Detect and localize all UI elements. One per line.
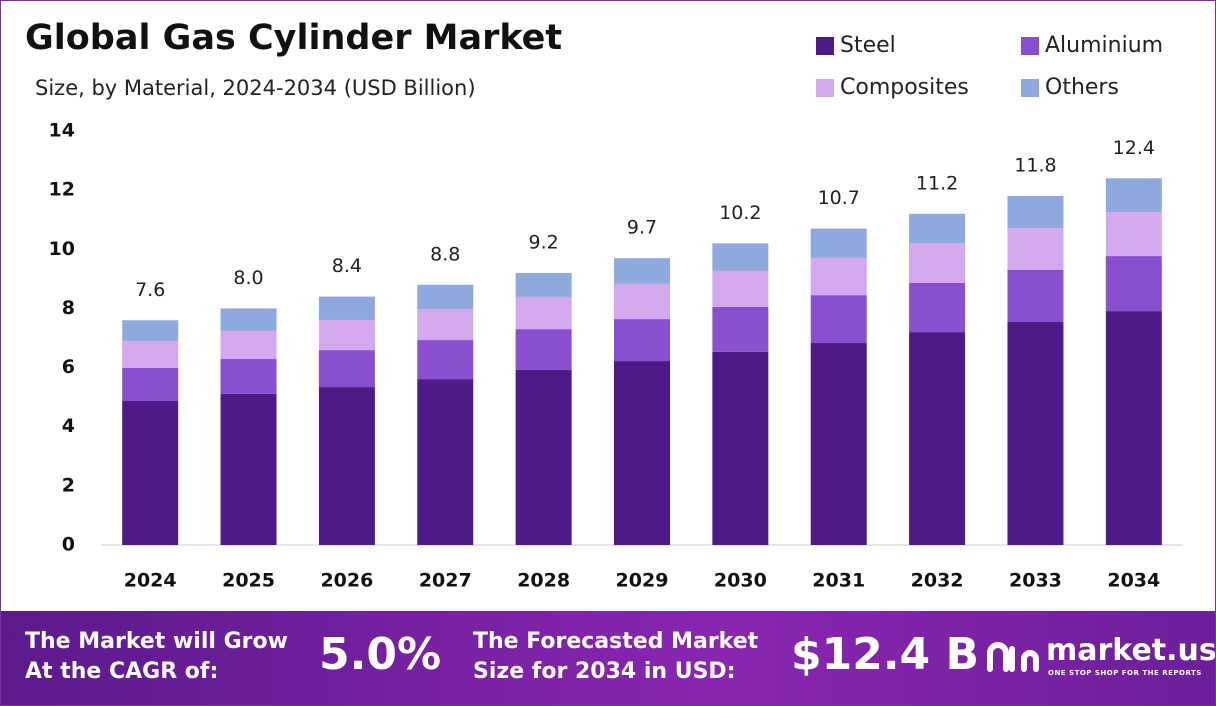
bar-segment bbox=[712, 351, 769, 545]
y-tick-label: 6 bbox=[62, 356, 75, 378]
bar-segment bbox=[220, 308, 277, 331]
bar-segment bbox=[909, 282, 966, 333]
x-tick-label: 2030 bbox=[714, 570, 767, 592]
bar-segment bbox=[122, 400, 179, 545]
y-tick-label: 10 bbox=[49, 238, 75, 260]
bar-segment bbox=[810, 343, 867, 545]
bar-segment bbox=[220, 330, 277, 359]
bar-segment bbox=[614, 283, 670, 320]
bar-segment bbox=[417, 340, 474, 380]
total-label: 10.2 bbox=[719, 202, 761, 224]
bar-segment bbox=[220, 358, 277, 394]
text: The Forecasted Market bbox=[473, 629, 759, 654]
bar-segment bbox=[614, 258, 670, 284]
total-label: 8.0 bbox=[233, 267, 263, 289]
x-tick-label: 2025 bbox=[222, 570, 275, 592]
y-tick-label: 12 bbox=[49, 179, 75, 201]
total-label: 9.2 bbox=[529, 231, 559, 253]
bar-segment bbox=[1007, 196, 1064, 228]
total-label: 7.6 bbox=[135, 279, 165, 301]
x-tick-label: 2027 bbox=[419, 570, 472, 592]
text: At the CAGR of: bbox=[25, 659, 219, 684]
y-tick-label: 4 bbox=[62, 415, 75, 437]
bar-segment bbox=[614, 361, 670, 545]
total-label: 11.8 bbox=[1014, 155, 1056, 177]
bar-segment bbox=[122, 340, 179, 368]
bar-segment bbox=[909, 243, 966, 283]
x-tick-label: 2034 bbox=[1107, 570, 1160, 592]
bar-segment bbox=[1007, 227, 1064, 270]
bar-segment bbox=[417, 284, 474, 310]
y-tick-label: 8 bbox=[62, 297, 75, 319]
bar-segment bbox=[712, 270, 769, 307]
bar-segment bbox=[909, 332, 966, 545]
x-tick-label: 2024 bbox=[124, 570, 177, 592]
bar-segment bbox=[318, 296, 375, 320]
x-tick-label: 2026 bbox=[320, 570, 373, 592]
bar-segment bbox=[810, 228, 867, 258]
bar-segment bbox=[417, 379, 474, 545]
legend-label: Composites bbox=[840, 75, 969, 100]
bar-segment bbox=[1105, 212, 1162, 257]
bar-segment bbox=[515, 272, 572, 297]
x-tick-label: 2032 bbox=[911, 570, 964, 592]
y-tick-label: 2 bbox=[62, 474, 75, 496]
bar-segment bbox=[1007, 322, 1064, 545]
bar-segment bbox=[318, 387, 375, 545]
legend-swatch bbox=[1021, 37, 1039, 55]
bar-segment bbox=[417, 309, 474, 341]
bar-segment bbox=[220, 393, 277, 545]
tagline: ONE STOP SHOP FOR THE REPORTS bbox=[1048, 669, 1202, 677]
bar-segment bbox=[614, 319, 670, 362]
x-tick-label: 2029 bbox=[616, 570, 669, 592]
bar-segment bbox=[515, 329, 572, 370]
x-tick-label: 2031 bbox=[812, 570, 865, 592]
total-label: 10.7 bbox=[818, 187, 860, 209]
chart-title: Global Gas Cylinder Market bbox=[25, 18, 562, 58]
logo: market.us bbox=[1046, 633, 1216, 668]
legend-swatch bbox=[1021, 79, 1039, 97]
logo-icon bbox=[987, 642, 1039, 672]
cagr-text: The Market will Grow At the CAGR of: bbox=[25, 627, 288, 687]
bar-segment bbox=[515, 369, 572, 545]
legend-swatch bbox=[816, 37, 834, 55]
legend-swatch bbox=[816, 79, 834, 97]
total-label: 8.8 bbox=[430, 243, 460, 265]
size-value: $12.4 B bbox=[791, 629, 980, 680]
x-tick-label: 2033 bbox=[1009, 570, 1062, 592]
bar-segment bbox=[515, 296, 572, 330]
bar-segment bbox=[810, 257, 867, 296]
bar-segment bbox=[122, 367, 179, 401]
bar-segment bbox=[1007, 269, 1064, 323]
total-label: 8.4 bbox=[332, 255, 362, 277]
y-tick-label: 14 bbox=[49, 120, 75, 142]
bar-segment bbox=[1105, 256, 1162, 312]
bar-segment bbox=[318, 319, 375, 351]
bar-segment bbox=[1105, 178, 1162, 213]
legend-label: Steel bbox=[840, 33, 896, 58]
bar-segment bbox=[318, 350, 375, 388]
size-text: The Forecasted Market Size for 2034 in US… bbox=[473, 627, 758, 687]
legend-label: Aluminium bbox=[1045, 33, 1163, 58]
footer: The Market will Grow At the CAGR of: 5.0%… bbox=[1, 611, 1215, 705]
chart-subtitle: Size, by Material, 2024-2034 (USD Billio… bbox=[35, 76, 476, 100]
cagr-value: 5.0% bbox=[319, 629, 442, 680]
bar-segment bbox=[810, 295, 867, 344]
total-label: 12.4 bbox=[1113, 137, 1155, 159]
bar-segment bbox=[122, 320, 179, 341]
chart: Global Gas Cylinder Market Size, by Mate… bbox=[25, 18, 1183, 592]
text: The Market will Grow bbox=[25, 629, 288, 654]
legend-label: Others bbox=[1045, 75, 1119, 100]
y-tick-label: 0 bbox=[62, 534, 75, 556]
bar-segment bbox=[712, 306, 769, 352]
text: Size for 2034 in USD: bbox=[473, 659, 736, 684]
bar-segment bbox=[712, 243, 769, 271]
total-label: 11.2 bbox=[916, 172, 958, 194]
x-tick-label: 2028 bbox=[517, 570, 570, 592]
total-label: 9.7 bbox=[627, 217, 657, 239]
bar-segment bbox=[1105, 311, 1162, 545]
bar-segment bbox=[909, 213, 966, 244]
